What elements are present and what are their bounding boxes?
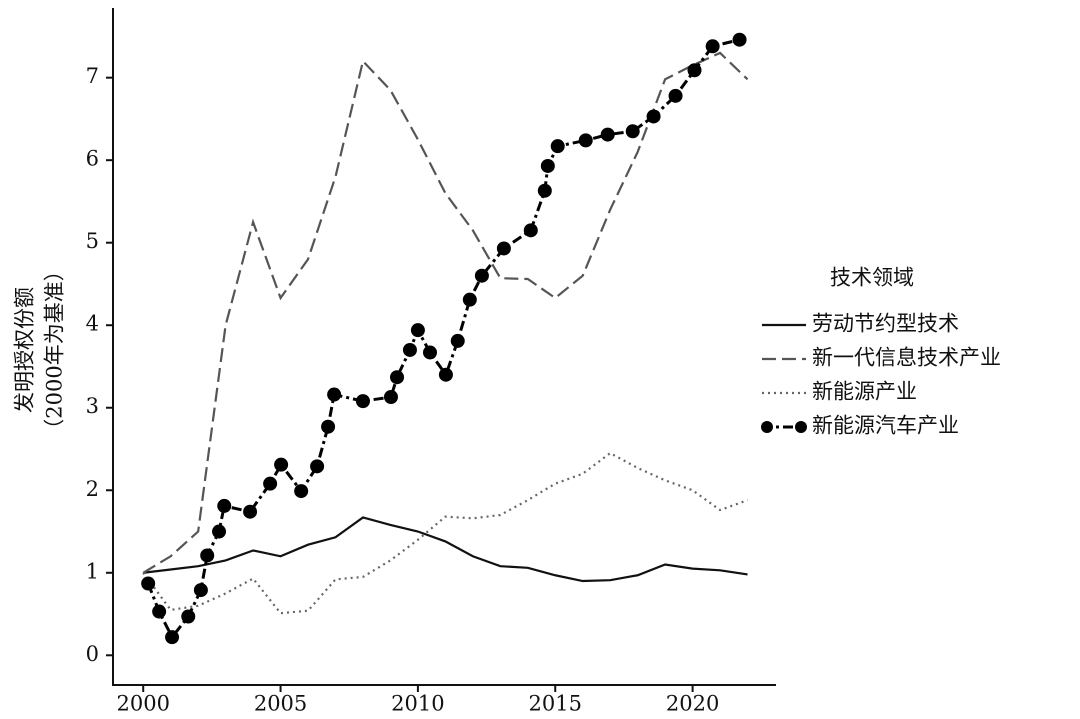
- y-tick-label: 3: [86, 394, 99, 418]
- x-tick-label: 2000: [116, 692, 169, 716]
- y-tick-label: 2: [86, 477, 99, 501]
- point: [217, 498, 232, 513]
- point: [687, 63, 702, 78]
- point: [474, 268, 489, 283]
- y-tick-label: 4: [86, 312, 99, 336]
- series-line: [143, 516, 748, 583]
- point: [705, 39, 720, 54]
- y-tick-label: 1: [86, 559, 99, 583]
- point: [243, 504, 258, 519]
- point: [410, 323, 425, 338]
- x-tick-label: 2020: [666, 692, 719, 716]
- point: [422, 345, 437, 360]
- point: [263, 476, 278, 491]
- point: [294, 484, 309, 499]
- point: [462, 292, 477, 307]
- legend-label: 新能源产业: [812, 380, 917, 404]
- legend-label: 新一代信息技术产业: [812, 346, 1001, 370]
- point: [200, 548, 215, 563]
- point: [390, 370, 405, 385]
- y-axis-label: 发明授权份额: [13, 287, 37, 413]
- series-line: [142, 451, 748, 615]
- point: [578, 133, 593, 148]
- point: [523, 223, 538, 238]
- point: [600, 127, 615, 142]
- y-tick-label: 0: [86, 642, 99, 666]
- point: [355, 394, 370, 409]
- legend-title: 技术领域: [830, 266, 914, 290]
- point: [152, 604, 167, 619]
- y-tick-label: 6: [86, 147, 99, 171]
- point: [496, 241, 511, 256]
- point: [321, 419, 336, 434]
- point: [668, 88, 683, 103]
- point: [165, 630, 180, 645]
- point: [732, 32, 747, 47]
- x-tick-label: 2015: [529, 692, 582, 716]
- legend-marker: [795, 421, 807, 433]
- point: [310, 459, 325, 474]
- point: [193, 583, 208, 598]
- point: [450, 333, 465, 348]
- legend-marker: [761, 421, 773, 433]
- point: [438, 367, 453, 382]
- point: [141, 576, 156, 591]
- legend-label: 新能源汽车产业: [812, 414, 959, 438]
- point: [537, 183, 552, 198]
- point: [625, 124, 640, 139]
- y-tick-label: 7: [86, 64, 99, 88]
- point: [646, 109, 661, 124]
- point: [402, 342, 417, 357]
- point: [540, 158, 555, 173]
- series-line: [142, 51, 749, 574]
- x-tick-label: 2010: [391, 692, 444, 716]
- point: [383, 390, 398, 405]
- y-axis-label: （2000年为基准）: [43, 260, 67, 439]
- point: [327, 387, 342, 402]
- point: [274, 457, 289, 472]
- point: [550, 139, 565, 154]
- y-tick-label: 5: [86, 229, 99, 253]
- x-tick-label: 2005: [254, 692, 307, 716]
- series-line: [146, 38, 740, 640]
- point: [212, 524, 227, 539]
- point: [181, 609, 196, 624]
- legend-label: 劳动节约型技术: [812, 312, 959, 336]
